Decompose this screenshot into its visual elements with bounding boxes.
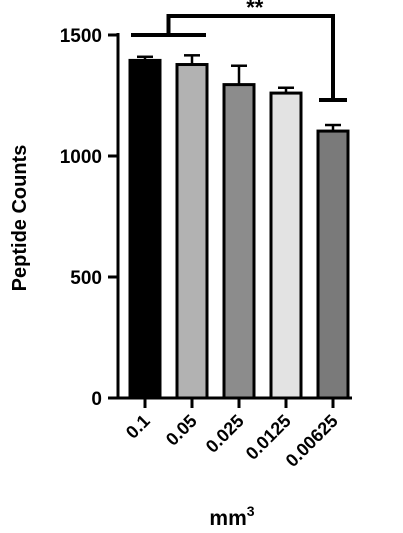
significance-bracket: **	[131, 0, 347, 102]
y-tick-label-1000: 1000	[60, 147, 102, 168]
y-tick-label-0: 0	[91, 389, 102, 410]
y-tick-label-1500: 1500	[60, 26, 102, 47]
bar-0.05	[175, 63, 209, 400]
bar-0.025	[222, 83, 256, 400]
y-axis-label: Peptide Counts	[9, 145, 31, 292]
y-ticks: 0 500 1000 1500	[60, 26, 118, 410]
bar-0.1	[128, 58, 162, 400]
x-axis-label-superscript: 3	[247, 503, 255, 519]
x-tick-label-0.05: 0.05	[162, 411, 201, 450]
y-tick-label-500: 500	[70, 268, 102, 289]
bar-0.00625	[316, 129, 350, 400]
x-tick-label-0.1: 0.1	[122, 411, 154, 443]
bar-0.0125	[269, 91, 303, 400]
x-axis-label: mm3	[209, 503, 254, 530]
error-bars	[137, 54, 341, 132]
x-tick-label-0.00625: 0.00625	[282, 411, 342, 471]
bracket-outline	[166, 14, 335, 100]
significance-label: **	[246, 0, 264, 20]
bars	[128, 58, 350, 400]
